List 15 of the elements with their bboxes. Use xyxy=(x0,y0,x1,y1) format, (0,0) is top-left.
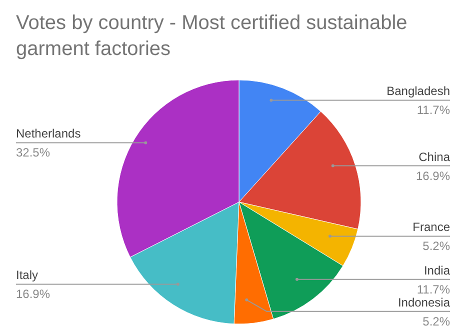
slice-label: India xyxy=(424,263,450,278)
slice-label: France xyxy=(412,220,450,234)
data-label: 5.2% xyxy=(422,239,450,254)
data-label: 5.2% xyxy=(422,314,450,328)
slice-label: China xyxy=(418,150,450,164)
data-label: 11.7% xyxy=(416,282,450,296)
data-label: 32.5% xyxy=(16,146,50,160)
slice-label: Italy xyxy=(16,268,38,282)
data-label: 16.9% xyxy=(16,287,50,302)
slice-label: Netherlands xyxy=(16,126,81,141)
data-label: 11.7% xyxy=(416,103,450,118)
chart-title: Votes by country - Most certified sustainable garment factories xyxy=(16,11,408,62)
data-label: 16.9% xyxy=(416,168,450,183)
slice-label: Indonesia xyxy=(398,295,450,310)
slice-label: Bangladesh xyxy=(386,84,450,98)
